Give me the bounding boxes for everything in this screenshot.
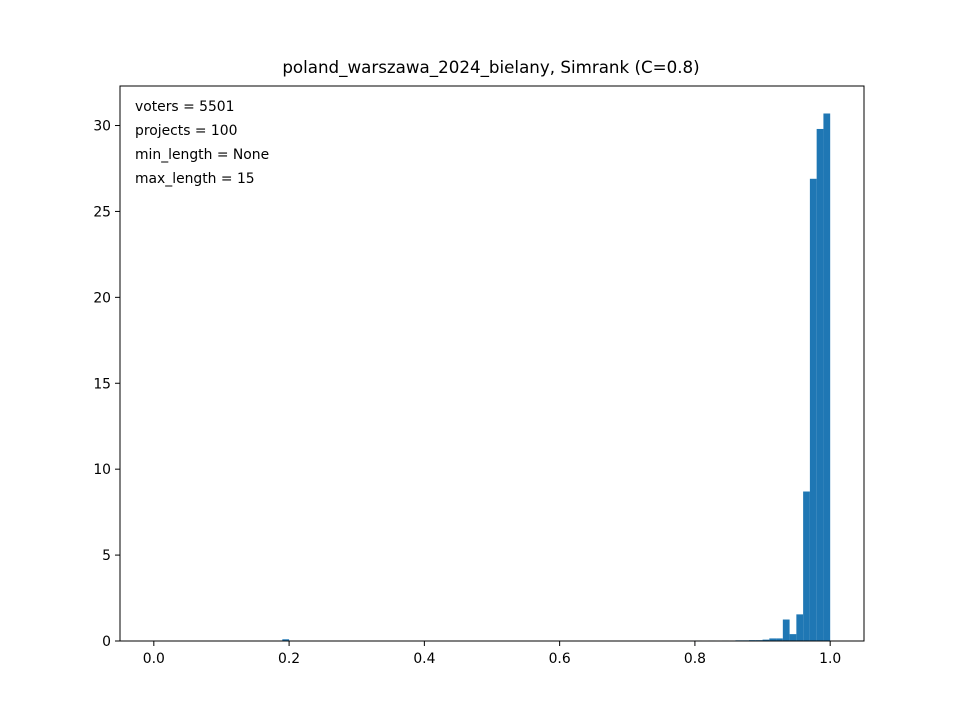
histogram-bar (762, 639, 770, 641)
histogram-bar (809, 178, 817, 641)
x-tick-label: 0.6 (549, 651, 571, 667)
stats-annotation-line: voters = 5501 (135, 99, 234, 115)
plot-frame (119, 85, 865, 642)
histogram-bar (782, 619, 790, 641)
x-tick-label: 0.8 (684, 651, 706, 667)
histogram-bar (769, 638, 777, 641)
y-tick-label: 15 (93, 376, 111, 392)
chart-title: poland_warszawa_2024_bielany, Simrank (C… (282, 57, 699, 78)
histogram-bar (803, 491, 810, 641)
y-axis: 0 5 10 15 20 25 30 (93, 119, 120, 650)
y-tick-label: 20 (93, 290, 111, 306)
y-tick-label: 30 (93, 119, 111, 135)
x-axis: 0.0 0.2 0.4 0.6 0.8 1.0 (143, 641, 841, 667)
stats-annotation: voters = 5501 projects = 100 min_length = … (135, 99, 269, 187)
histogram-bar (789, 634, 797, 641)
y-tick-label: 25 (93, 204, 111, 220)
histogram-bar (816, 128, 824, 641)
stats-annotation-line: max_length = 15 (135, 171, 255, 187)
histogram-bar (776, 638, 783, 641)
histogram-bar (796, 614, 804, 641)
y-tick-label: 10 (93, 462, 111, 478)
stats-annotation-line: projects = 100 (135, 123, 237, 139)
histogram-bar (282, 639, 290, 641)
x-tick-label: 0.2 (278, 651, 300, 667)
y-tick-label: 5 (102, 548, 111, 564)
y-tick-label: 0 (102, 634, 111, 650)
x-tick-label: 1.0 (819, 651, 841, 667)
histogram-bar (823, 113, 831, 642)
x-tick-label: 0.4 (413, 651, 435, 667)
x-tick-label: 0.0 (143, 651, 165, 667)
stats-annotation-line: min_length = None (135, 147, 269, 163)
